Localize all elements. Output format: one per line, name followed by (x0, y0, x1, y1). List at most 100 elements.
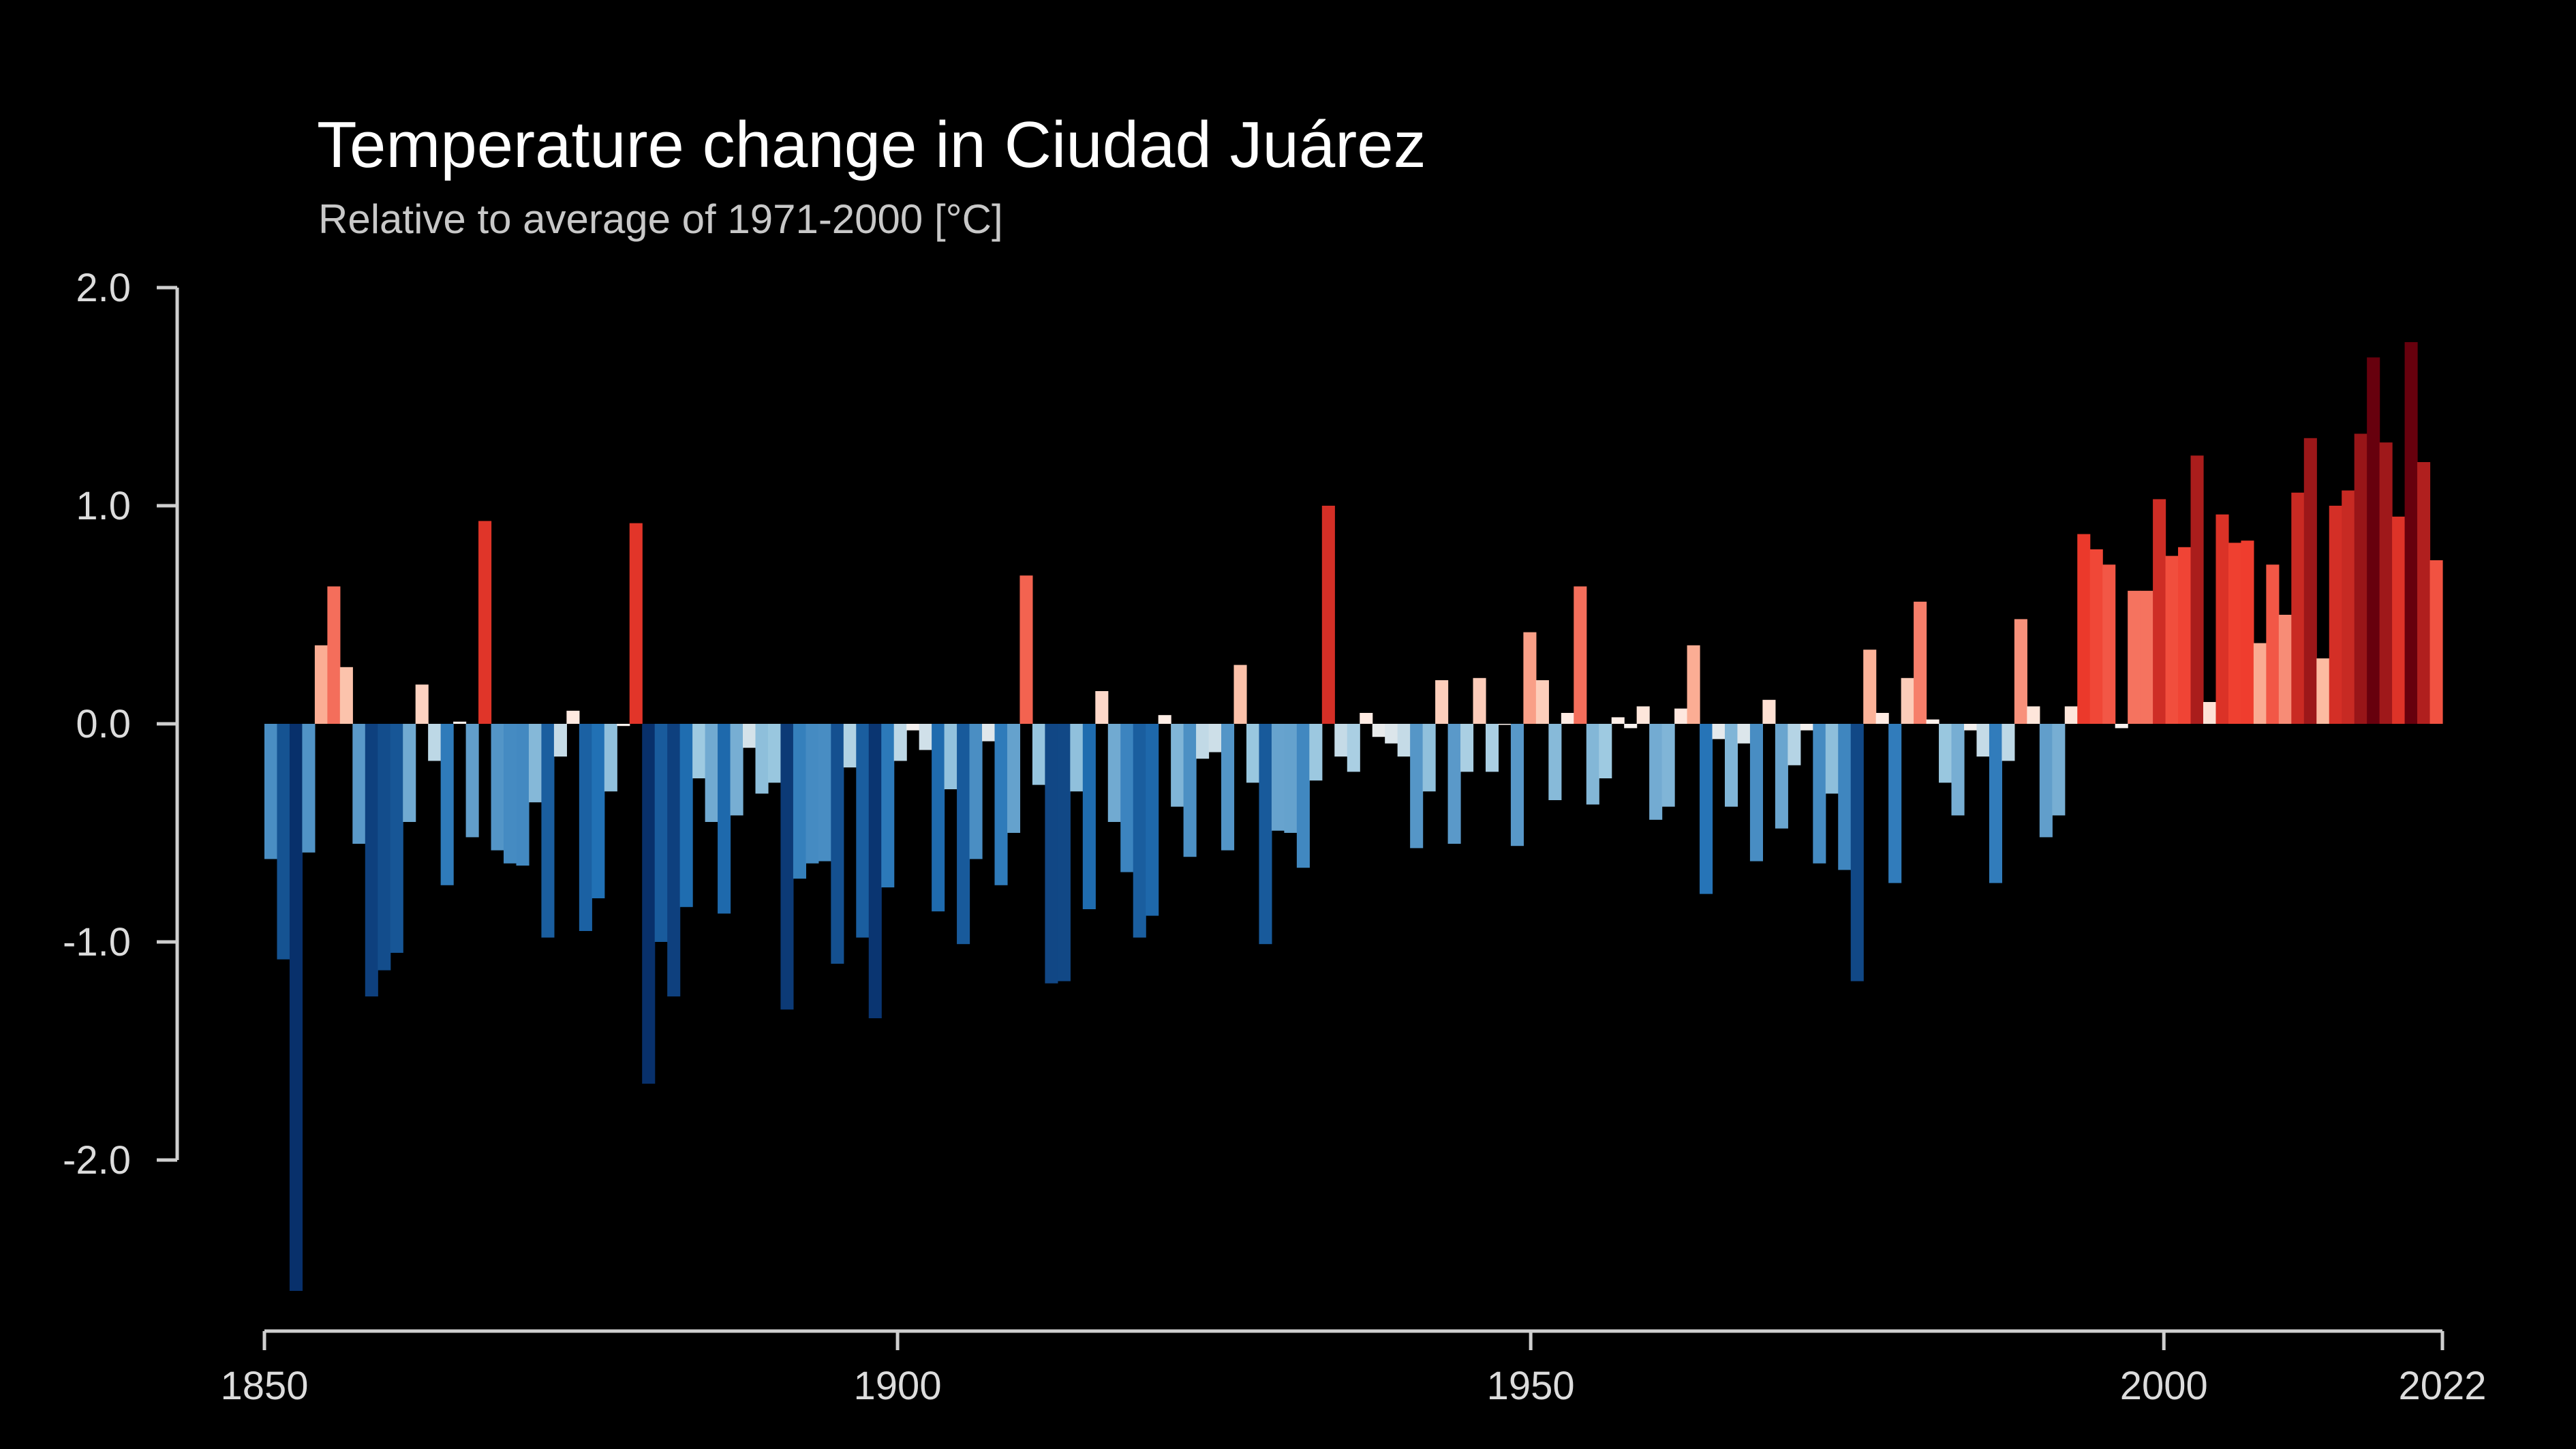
bar-1990 (2027, 706, 2040, 724)
bar-1860 (390, 724, 403, 953)
bar-1924 (1196, 724, 1210, 759)
bar-1961 (1661, 724, 1675, 807)
bar-1884 (692, 724, 706, 778)
bar-1989 (2014, 619, 2027, 724)
bar-2000 (2153, 499, 2166, 724)
bar-1999 (2140, 590, 2153, 724)
bar-1861 (403, 724, 416, 822)
bar-1992 (2052, 724, 2066, 816)
bar-1962 (1674, 708, 1688, 724)
bar-1876 (592, 724, 605, 898)
bar-1898 (868, 724, 882, 1018)
bar-1977 (1863, 650, 1877, 724)
bar-1933 (1309, 724, 1323, 781)
bar-1930 (1271, 724, 1285, 831)
bar-1940 (1397, 724, 1411, 757)
bar-1891 (780, 724, 794, 1010)
x-tick-label: 1850 (220, 1364, 308, 1408)
bar-1914 (1070, 724, 1084, 792)
bar-1957 (1611, 717, 1625, 724)
bar-1943 (1435, 680, 1449, 724)
bar-1979 (1888, 724, 1902, 883)
bar-1903 (932, 724, 945, 912)
bar-1899 (881, 724, 895, 887)
bar-1865 (453, 721, 467, 724)
bar-1959 (1636, 706, 1650, 724)
bar-1913 (1057, 724, 1071, 981)
bar-1888 (743, 724, 756, 748)
bar-2013 (2316, 658, 2330, 724)
bar-1935 (1334, 724, 1348, 757)
bar-1981 (1914, 601, 1927, 724)
bar-1864 (440, 724, 454, 885)
bar-1874 (566, 710, 580, 724)
x-tick-label: 2022 (2398, 1364, 2486, 1408)
bar-1918 (1120, 724, 1134, 872)
bar-1859 (378, 724, 391, 971)
bar-1945 (1460, 724, 1474, 772)
bar-1997 (2115, 724, 2128, 729)
bar-2006 (2228, 543, 2242, 724)
bar-2009 (2266, 564, 2280, 724)
bar-1980 (1901, 677, 1914, 724)
bar-1995 (2089, 549, 2103, 724)
bar-1916 (1095, 691, 1109, 724)
bar-1854 (314, 645, 328, 724)
bar-1871 (528, 724, 542, 803)
bar-1906 (969, 724, 983, 859)
bar-1892 (793, 724, 806, 879)
bar-1927 (1233, 665, 1247, 724)
bar-2010 (2278, 615, 2292, 724)
bar-2020 (2404, 342, 2418, 724)
bar-1972 (1800, 724, 1813, 731)
bar-1869 (504, 724, 517, 864)
bar-1908 (994, 724, 1008, 885)
bar-1937 (1360, 713, 1373, 724)
bar-1967 (1737, 724, 1751, 744)
bar-1855 (327, 586, 341, 724)
bar-1942 (1422, 724, 1436, 792)
bar-1915 (1082, 724, 1096, 909)
bar-1998 (2128, 590, 2141, 724)
bar-1951 (1535, 680, 1549, 724)
bar-1866 (465, 724, 479, 838)
bar-1944 (1447, 724, 1461, 844)
bar-1889 (755, 724, 769, 794)
bar-1885 (705, 724, 718, 822)
bar-1890 (767, 724, 782, 783)
bar-1976 (1850, 724, 1864, 981)
bar-1921 (1158, 715, 1171, 724)
bar-1880 (642, 724, 656, 1084)
bar-2007 (2241, 540, 2254, 724)
bar-1952 (1548, 724, 1562, 800)
bar-2016 (2354, 433, 2367, 724)
bar-1851 (277, 724, 290, 960)
bar-1975 (1838, 724, 1852, 870)
bar-1883 (679, 724, 693, 907)
bar-1901 (906, 724, 920, 731)
bar-1978 (1875, 713, 1889, 724)
bar-1919 (1133, 724, 1146, 938)
x-tick-label: 2000 (2120, 1364, 2208, 1408)
bar-1974 (1825, 724, 1839, 794)
bar-2008 (2253, 643, 2267, 724)
bar-1994 (2077, 534, 2091, 724)
bar-1904 (944, 724, 957, 789)
bar-1868 (491, 724, 504, 851)
bar-1954 (1574, 586, 1587, 724)
bar-1982 (1926, 719, 1939, 724)
bar-1912 (1045, 724, 1058, 983)
bar-1905 (957, 724, 970, 945)
bar-1902 (919, 724, 932, 750)
bar-1946 (1473, 677, 1486, 724)
bar-1960 (1649, 724, 1663, 820)
bar-1928 (1246, 724, 1260, 783)
bar-1939 (1385, 724, 1398, 744)
y-tick-label: -1.0 (63, 920, 131, 964)
bar-1879 (629, 523, 643, 724)
bar-1948 (1498, 724, 1512, 725)
bar-1895 (831, 724, 844, 964)
bar-2019 (2392, 517, 2406, 724)
y-axis: 2.0 1.0 0.0 -1.0 -2.0 (63, 266, 179, 1183)
